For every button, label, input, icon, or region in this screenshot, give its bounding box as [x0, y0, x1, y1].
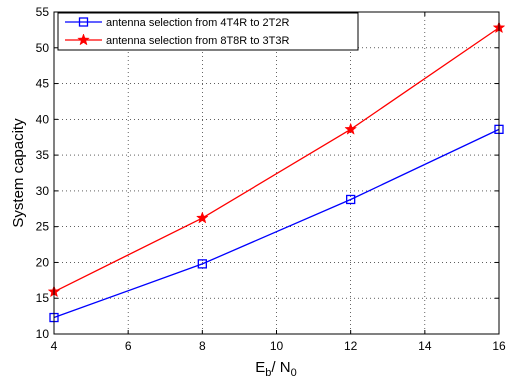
x-tick-label: 6 [125, 339, 132, 353]
legend-box [57, 12, 359, 51]
y-tick-label: 45 [36, 77, 50, 91]
legend-marker-square [78, 17, 89, 27]
y-tick-label: 50 [36, 41, 50, 55]
x-tick-label: 8 [199, 339, 206, 353]
y-tick-label: 15 [36, 291, 50, 305]
data-point-star [195, 211, 209, 224]
y-tick-label: 10 [36, 327, 50, 341]
legend-label-1: antenna selection from 4T4R to 2T2R [106, 17, 289, 29]
data-point-star [344, 122, 358, 135]
data-point-square [346, 194, 356, 205]
data-point-square [197, 259, 207, 269]
x-axis-title-sub1: b [265, 367, 271, 379]
ticks: 4 6 8 10 12 14 16 10 15 20 25 30 35 40 45 50 55 [36, 5, 506, 353]
y-axis-title: System capacity [10, 118, 27, 228]
x-tick-label: 14 [418, 339, 432, 353]
x-axis-title-main: E [255, 359, 265, 376]
y-tick-label: 25 [36, 220, 50, 234]
x-tick-label: 16 [492, 339, 506, 353]
y-tick-label: 35 [36, 148, 50, 162]
x-tick-label: 10 [270, 339, 284, 353]
legend-marker-star [77, 33, 90, 46]
legend-label-2: antenna selection from 8T8R to 3T3R [106, 35, 289, 47]
y-tick-label: 55 [36, 5, 50, 19]
y-tick-label: 30 [36, 184, 50, 198]
series-line-1 [53, 128, 500, 319]
y-tick-label: 40 [36, 112, 50, 126]
x-axis-title: Eb/ N0 [255, 359, 296, 379]
x-axis-title-mid: / N [271, 359, 290, 376]
x-tick-label: 12 [344, 339, 358, 353]
series-line-2 [53, 27, 500, 293]
legend: antenna selection from 4T4R to 2T2R ante… [57, 12, 359, 51]
x-axis-title-sub2: 0 [291, 367, 297, 379]
y-tick-label: 20 [36, 255, 50, 269]
grid [54, 12, 499, 334]
x-tick-label: 4 [51, 339, 58, 353]
